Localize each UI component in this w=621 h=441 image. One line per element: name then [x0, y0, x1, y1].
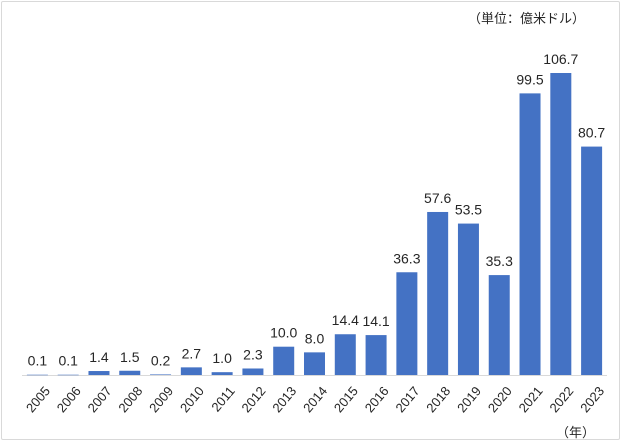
bar-2023 [581, 146, 603, 375]
bar-2009 [150, 374, 172, 375]
bar-2020 [488, 275, 510, 375]
value-label-2010: 2.7 [182, 345, 202, 361]
value-label-2017: 36.3 [393, 250, 420, 266]
x-tick-label-2010: 2010 [177, 383, 207, 415]
value-label-2005: 0.1 [28, 353, 48, 369]
value-label-2020: 35.3 [486, 253, 513, 269]
bar-2022 [550, 73, 572, 376]
x-tick-label-2015: 2015 [331, 383, 361, 415]
bar-2006 [57, 374, 79, 376]
bars-group [26, 73, 603, 376]
bar-2013 [273, 346, 295, 375]
x-tick-label-2018: 2018 [423, 383, 453, 415]
value-labels-group: 0.1 0.1 1.4 1.5 0.2 2.7 1.0 2.3 10.0 8.0 14.4 14.1 3… [28, 51, 606, 369]
value-label-2016: 14.1 [362, 313, 389, 329]
value-label-2015: 14.4 [332, 312, 359, 328]
bar-2016 [365, 335, 387, 375]
bar-2019 [457, 223, 479, 375]
value-label-2021: 99.5 [516, 71, 543, 87]
x-tick-label-2009: 2009 [146, 383, 176, 415]
value-label-2014: 8.0 [305, 330, 325, 346]
value-label-2007: 1.4 [89, 349, 109, 365]
bar-2011 [211, 372, 233, 375]
bar-2005 [26, 374, 48, 376]
value-label-2011: 1.0 [212, 350, 232, 366]
unit-label: （単位：億米ドル） [467, 12, 585, 27]
value-label-2018: 57.6 [424, 190, 451, 206]
bar-2018 [427, 211, 449, 375]
x-tick-label-2007: 2007 [85, 383, 115, 415]
x-tick-label-2020: 2020 [485, 383, 515, 415]
x-tick-label-2005: 2005 [23, 383, 53, 415]
value-label-2013: 10.0 [270, 325, 297, 341]
bar-2012 [242, 368, 264, 375]
bar-2017 [396, 272, 418, 375]
value-label-2023: 80.7 [578, 125, 605, 141]
x-tick-label-2016: 2016 [362, 383, 392, 415]
value-label-2022: 106.7 [543, 51, 578, 67]
x-tick-label-2021: 2021 [516, 383, 546, 415]
x-tick-label-2008: 2008 [115, 383, 145, 415]
bar-2021 [519, 93, 541, 376]
x-tick-label-2013: 2013 [269, 383, 299, 415]
value-label-2012: 2.3 [243, 346, 263, 362]
x-tick-label-2017: 2017 [392, 383, 422, 415]
x-tick-label-2011: 2011 [208, 383, 237, 414]
x-tick-label-2022: 2022 [546, 383, 576, 415]
bar-2014 [304, 352, 325, 375]
value-label-2019: 53.5 [455, 202, 482, 218]
bar-2007 [88, 371, 110, 375]
x-tick-label-2023: 2023 [577, 383, 607, 415]
bar-2008 [119, 370, 141, 375]
x-tick-labels-group: 2005 2006 2007 2008 2009 2010 2011 2012 2013 2014… [23, 383, 607, 415]
x-axis-unit-label: （年） [555, 426, 595, 441]
value-label-2008: 1.5 [120, 349, 140, 365]
x-tick-label-2019: 2019 [454, 383, 484, 415]
bar-2015 [334, 334, 356, 375]
bar-2010 [180, 367, 202, 375]
value-label-2006: 0.1 [58, 353, 78, 369]
x-tick-label-2006: 2006 [54, 383, 84, 415]
x-tick-label-2014: 2014 [300, 383, 330, 415]
value-label-2009: 0.2 [151, 352, 171, 368]
x-tick-label-2012: 2012 [238, 383, 268, 415]
